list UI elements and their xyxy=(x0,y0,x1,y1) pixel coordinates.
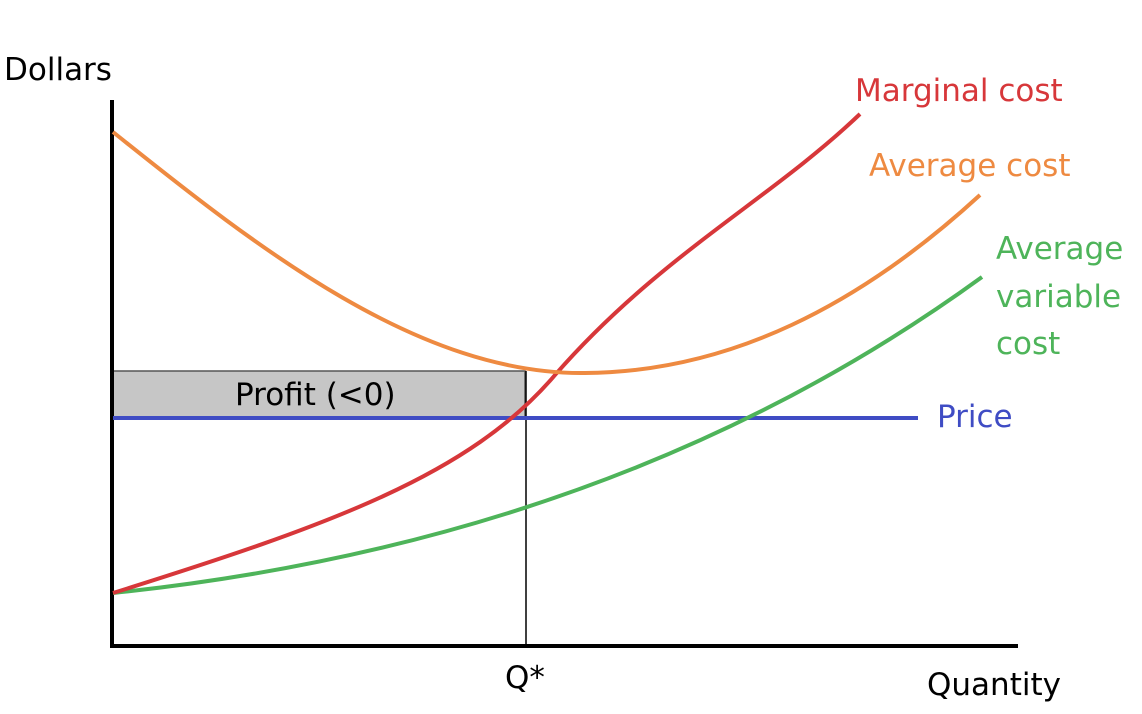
profit-area xyxy=(112,370,526,419)
marginal-cost-curve xyxy=(112,112,862,595)
marginal-cost-label: Marginal cost xyxy=(855,73,1063,109)
average-variable-cost-label-line-1: Average xyxy=(996,231,1123,267)
profit-area-label: Profit (<0) xyxy=(235,377,396,413)
x-axis-label: Quantity xyxy=(927,667,1061,703)
average-variable-cost-label-line-3: cost xyxy=(996,326,1060,362)
price-label: Price xyxy=(937,399,1013,435)
q-star-tick-label: Q* xyxy=(505,660,545,696)
average-variable-cost-curve xyxy=(112,275,984,595)
average-cost-curve xyxy=(111,130,982,376)
y-axis-label: Dollars xyxy=(4,52,112,88)
average-variable-cost-label-line-2: variable xyxy=(996,279,1121,315)
average-cost-label: Average cost xyxy=(869,148,1070,184)
